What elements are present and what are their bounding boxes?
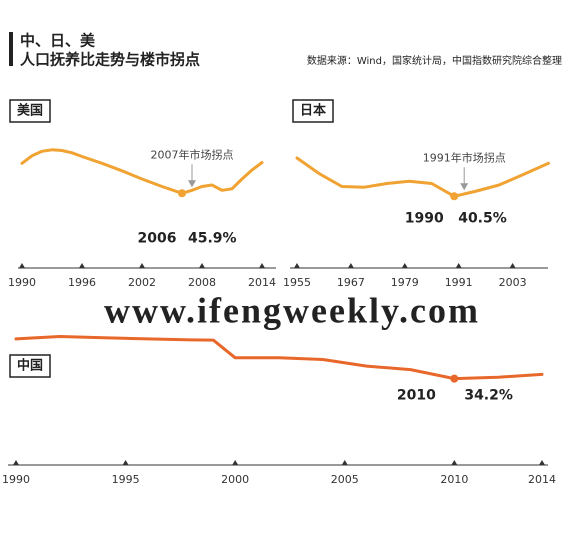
annotation-arrowhead xyxy=(188,180,196,188)
x-tick xyxy=(347,263,354,268)
x-tick-label: 2005 xyxy=(331,473,359,486)
panel-title-box xyxy=(292,99,334,123)
highlight-value: 45.9% xyxy=(188,230,237,246)
source: 数据来源：Wind，国家统计局，中国指数研究院综合整理 xyxy=(307,54,562,67)
x-tick-label: 2003 xyxy=(499,276,527,289)
x-tick xyxy=(509,263,516,268)
x-tick-label: 1996 xyxy=(68,276,96,289)
x-tick xyxy=(232,460,239,465)
x-tick-label: 1995 xyxy=(112,473,140,486)
title-line2: 人口抚养比走势与楼市拐点 xyxy=(20,51,200,69)
x-tick xyxy=(455,263,462,268)
x-tick xyxy=(401,263,408,268)
highlight-year: 2010 xyxy=(397,388,436,404)
x-tick xyxy=(451,460,458,465)
highlight-point xyxy=(178,189,186,198)
annotation: 1991年市场拐点 xyxy=(423,150,506,164)
x-tick xyxy=(294,263,300,268)
x-tick xyxy=(199,263,205,268)
highlight-value: 40.5% xyxy=(458,210,507,226)
highlight-point xyxy=(450,374,459,383)
panel-title: 美国 xyxy=(17,103,43,119)
highlight-value: 34.2% xyxy=(464,388,513,404)
watermark: www.ifengweekly.com xyxy=(104,290,480,330)
x-tick-label: 1990 xyxy=(2,473,30,486)
x-tick xyxy=(19,263,25,268)
x-tick xyxy=(79,263,85,268)
x-tick xyxy=(259,263,265,268)
x-tick-label: 2000 xyxy=(221,473,249,486)
annotation: 2007年市场拐点 xyxy=(151,147,234,161)
x-tick-label: 2014 xyxy=(248,276,276,289)
annotation-arrowhead xyxy=(460,183,469,191)
panel-title-box xyxy=(9,354,51,378)
highlight-year: 1990 xyxy=(405,210,444,226)
title-line1: 中、日、美 xyxy=(20,32,96,50)
panel-title: 中国 xyxy=(17,358,43,374)
highlight-point xyxy=(450,192,459,201)
panel-title: 日本 xyxy=(300,103,326,119)
data-line xyxy=(295,156,550,198)
x-tick xyxy=(139,263,145,268)
x-tick xyxy=(539,460,545,465)
x-tick-label: 1990 xyxy=(8,276,36,289)
x-tick-label: 2010 xyxy=(440,473,468,486)
x-tick xyxy=(122,460,129,465)
panel-title-box xyxy=(9,99,51,123)
x-tick-label: 1979 xyxy=(391,276,419,289)
x-tick-label: 2008 xyxy=(188,276,216,289)
x-tick-label: 2002 xyxy=(128,276,156,289)
data-line xyxy=(20,148,264,195)
highlight-year: 2006 xyxy=(138,230,177,246)
x-tick xyxy=(341,460,348,465)
x-tick-label: 1991 xyxy=(445,276,473,289)
x-tick-label: 1955 xyxy=(283,276,311,289)
x-tick xyxy=(13,460,19,465)
x-tick-label: 2014 xyxy=(528,473,556,486)
x-tick-label: 1967 xyxy=(337,276,365,289)
data-line xyxy=(14,335,544,381)
title-bar xyxy=(9,32,13,66)
